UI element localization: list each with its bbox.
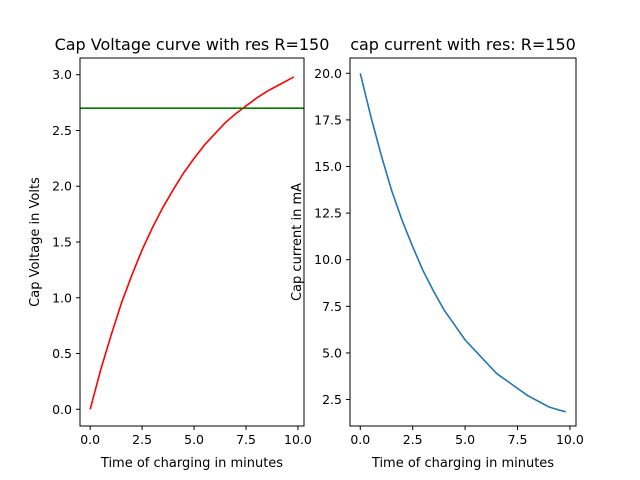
voltage-y-tick-label: 2.0: [52, 179, 72, 194]
voltage-x-tick-label: 10.0: [284, 432, 312, 447]
current-y-tick-label: 17.5: [314, 112, 342, 127]
current-plot-lines: [359, 73, 566, 413]
voltage-y-tick-label: 2.5: [52, 123, 72, 138]
current-series-line-0: [359, 73, 566, 413]
current-y-tick-label: 20.0: [314, 66, 342, 81]
current-chart: cap current with res: R=150 Time of char…: [290, 35, 584, 471]
voltage-x-tick-label: 5.0: [184, 432, 204, 447]
current-y-tick-label: 5.0: [322, 345, 342, 360]
current-x-tick-label: 5.0: [455, 432, 475, 447]
voltage-chart: Cap Voltage curve with res R=150 Time of…: [28, 35, 329, 471]
voltage-x-tick-label: 0.0: [80, 432, 100, 447]
voltage-axes-ticks: 0.0 2.5 5.0 7.5 10.0 0.0 0.5 1.0 1.5 2.0 2.5 3.0: [52, 67, 312, 447]
voltage-axes-frame: [79, 57, 305, 427]
voltage-y-tick-label: 1.0: [52, 290, 72, 305]
current-y-axis-label: Cap current in mA: [290, 183, 305, 301]
current-x-axis-label: Time of charging in minutes: [371, 456, 554, 471]
voltage-y-tick-label: 0.5: [52, 346, 72, 361]
voltage-y-tick-label: 1.5: [52, 235, 72, 250]
voltage-plot-lines: [80, 76, 304, 410]
current-y-tick-label: 12.5: [314, 206, 342, 221]
current-x-tick-label: 10.0: [556, 432, 584, 447]
current-y-tick-label: 2.5: [322, 392, 342, 407]
voltage-x-tick-label: 2.5: [132, 432, 152, 447]
voltage-x-axis-label: Time of charging in minutes: [100, 456, 283, 471]
current-y-tick-label: 10.0: [314, 252, 342, 267]
voltage-y-tick-label: 0.0: [52, 402, 72, 417]
voltage-y-tick-label: 3.0: [52, 67, 72, 82]
voltage-chart-title: Cap Voltage curve with res R=150: [55, 35, 330, 54]
current-x-tick-label: 7.5: [508, 432, 528, 447]
current-axes-frame: [349, 57, 577, 427]
current-y-tick-label: 7.5: [322, 299, 342, 314]
current-axes-ticks: 0.0 2.5 5.0 7.5 10.0 2.5 5.0 7.5 10.0 12.5 15.0 17.…: [314, 66, 584, 447]
voltage-x-tick-label: 7.5: [236, 432, 256, 447]
current-chart-title: cap current with res: R=150: [350, 35, 576, 54]
voltage-y-axis-label: Cap Voltage in Volts: [28, 177, 43, 307]
current-x-tick-label: 0.0: [350, 432, 370, 447]
current-x-tick-label: 2.5: [403, 432, 423, 447]
voltage-series-line-0: [89, 76, 295, 410]
current-y-tick-label: 15.0: [314, 159, 342, 174]
